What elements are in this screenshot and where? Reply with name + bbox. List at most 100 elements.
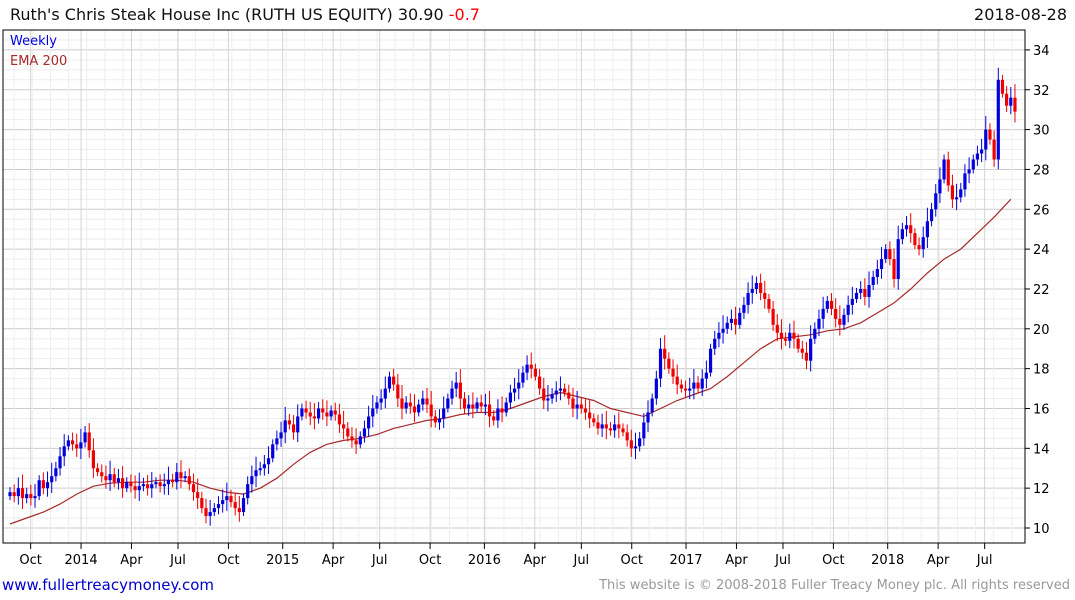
candle [12,484,16,503]
candle [254,456,258,488]
legend-ema200: EMA 200 [10,54,67,69]
candle-body [909,225,913,234]
candle-body [896,239,900,279]
candle-body [779,332,784,339]
candle [563,383,567,397]
candle-body [721,328,725,333]
candle [75,433,79,457]
candle [379,389,383,410]
candle [312,402,317,430]
candle-body [763,292,767,299]
candle-body [967,169,971,174]
candle [517,369,521,400]
candle-body [700,378,704,389]
candle-body [646,412,650,423]
candle [733,306,738,335]
candle-body [271,444,275,459]
candle-body [433,416,437,423]
candle-body [396,384,400,399]
candle [166,466,171,495]
candle [954,183,959,211]
candle [137,472,141,501]
candle-body [425,398,429,405]
candle [250,465,254,493]
candle-body [70,440,75,445]
candle-body [146,484,150,489]
candle-body [579,404,583,409]
candle [392,368,396,391]
candle-body [504,402,508,413]
candle [500,396,504,423]
candle-body [613,424,617,431]
candle-body [904,225,909,230]
candle [554,381,558,402]
candle-body [129,482,133,487]
candle [859,281,863,300]
candle-body [633,446,638,449]
candle-body [846,304,850,315]
candle [696,376,700,394]
candle-body [938,179,942,194]
candle [683,380,688,397]
candle [975,145,980,166]
site-link[interactable]: www.fullertreacymoney.com [2,576,215,594]
candle-body [575,404,579,409]
candle-body [954,197,959,200]
candle-body [250,476,254,485]
candle-body [41,480,45,489]
candle-body [371,408,375,417]
candle-body [1000,79,1005,94]
candle-body [629,440,633,449]
candle-body [654,378,658,399]
candle-body [600,424,604,429]
candle-body [125,482,129,489]
candle [738,307,742,329]
candle [725,316,729,334]
candle-body [66,440,70,447]
candle [537,368,542,395]
candle [796,333,800,353]
candle-body [120,478,125,489]
candle [329,405,333,421]
candle-body [946,159,950,186]
candle-body [650,398,654,413]
x-tick-label: Oct [217,553,239,568]
candle [721,315,725,344]
candle [971,154,975,174]
candle-body [959,189,963,198]
candle-body [241,498,246,513]
candle-body [37,480,41,497]
x-tick-label: Jul [774,553,791,568]
candle [54,461,58,482]
candle-body [183,476,187,479]
candle-body [16,488,20,497]
candle [671,359,675,385]
candle [588,400,592,429]
candle-body [50,476,54,483]
candle-body [221,500,225,505]
candle-body [512,388,517,393]
candle [141,477,146,492]
candle [1009,87,1013,115]
x-tick-label: 2015 [266,553,299,568]
candle-body [29,494,33,499]
candle-body [767,298,771,309]
candle-body [879,259,884,270]
candle [221,489,225,513]
candle [825,295,829,313]
candle-body [863,288,867,297]
candle-body [821,308,825,319]
candle-body [487,404,492,417]
candle [529,352,533,379]
candle-body [996,79,1000,160]
candle-body [838,318,842,325]
candle-body [483,404,487,407]
candle [604,410,608,440]
candle [1005,85,1009,112]
candle [842,308,846,330]
candle [921,226,925,258]
x-tick-label: Jul [371,553,388,568]
candle [817,309,821,337]
candle [988,123,992,145]
candle [29,484,33,506]
